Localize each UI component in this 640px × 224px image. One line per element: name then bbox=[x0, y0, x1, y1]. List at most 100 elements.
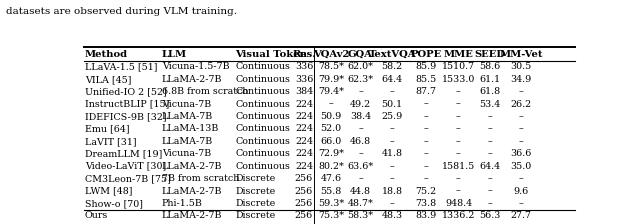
Text: 47.6: 47.6 bbox=[321, 174, 342, 183]
Text: 1581.5: 1581.5 bbox=[442, 162, 475, 171]
Text: 25.9: 25.9 bbox=[381, 112, 403, 121]
Text: –: – bbox=[390, 162, 395, 171]
Text: 48.7*: 48.7* bbox=[348, 199, 373, 208]
Text: 63.6*: 63.6* bbox=[348, 162, 374, 171]
Text: 64.4: 64.4 bbox=[479, 162, 500, 171]
Text: 948.4: 948.4 bbox=[445, 199, 472, 208]
Text: 336: 336 bbox=[295, 62, 313, 71]
Text: 27.7: 27.7 bbox=[511, 211, 531, 220]
Text: –: – bbox=[518, 174, 524, 183]
Text: 34.9: 34.9 bbox=[510, 75, 532, 84]
Text: 38.4: 38.4 bbox=[350, 112, 371, 121]
Text: Show-o [70]: Show-o [70] bbox=[85, 199, 143, 208]
Text: Continuous: Continuous bbox=[236, 125, 290, 134]
Text: 75.2: 75.2 bbox=[415, 187, 436, 196]
Text: LWM [48]: LWM [48] bbox=[85, 187, 132, 196]
Text: Phi-1.5B: Phi-1.5B bbox=[162, 199, 203, 208]
Text: IDEFICS-9B [32]: IDEFICS-9B [32] bbox=[85, 112, 166, 121]
Text: 18.8: 18.8 bbox=[381, 187, 403, 196]
Text: 78.5*: 78.5* bbox=[318, 62, 344, 71]
Text: 7B from scratch: 7B from scratch bbox=[162, 174, 239, 183]
Text: 1533.0: 1533.0 bbox=[442, 75, 475, 84]
Text: Ours: Ours bbox=[85, 211, 108, 220]
Text: Video-LaViT [30]: Video-LaViT [30] bbox=[85, 162, 166, 171]
Text: –: – bbox=[390, 125, 395, 134]
Text: 79.9*: 79.9* bbox=[318, 75, 344, 84]
Text: LaVIT [31]: LaVIT [31] bbox=[85, 137, 136, 146]
Text: 58.2: 58.2 bbox=[381, 62, 403, 71]
Text: 73.8: 73.8 bbox=[415, 199, 436, 208]
Text: 50.1: 50.1 bbox=[381, 100, 403, 109]
Text: –: – bbox=[518, 112, 524, 121]
Text: Continuous: Continuous bbox=[236, 112, 290, 121]
Text: LLaMA-2-7B: LLaMA-2-7B bbox=[162, 162, 222, 171]
Text: 62.0*: 62.0* bbox=[348, 62, 374, 71]
Text: 224: 224 bbox=[295, 149, 313, 158]
Text: LLaMA-2-7B: LLaMA-2-7B bbox=[162, 211, 222, 220]
Text: Continuous: Continuous bbox=[236, 87, 290, 96]
Text: VILA [45]: VILA [45] bbox=[85, 75, 131, 84]
Text: LLaMA-7B: LLaMA-7B bbox=[162, 112, 213, 121]
Text: –: – bbox=[390, 137, 395, 146]
Text: Discrete: Discrete bbox=[236, 211, 275, 220]
Text: 35.0: 35.0 bbox=[510, 162, 532, 171]
Text: Continuous: Continuous bbox=[236, 62, 290, 71]
Text: –: – bbox=[518, 125, 524, 134]
Text: –: – bbox=[456, 187, 461, 196]
Text: 30.5: 30.5 bbox=[510, 62, 532, 71]
Text: –: – bbox=[487, 125, 492, 134]
Text: –: – bbox=[456, 87, 461, 96]
Text: LLaMA-2-7B: LLaMA-2-7B bbox=[162, 187, 222, 196]
Text: –: – bbox=[518, 87, 524, 96]
Text: 224: 224 bbox=[295, 162, 313, 171]
Text: 224: 224 bbox=[295, 100, 313, 109]
Text: 6.8B from scratch: 6.8B from scratch bbox=[162, 87, 248, 96]
Text: SEED: SEED bbox=[474, 50, 505, 59]
Text: LLM: LLM bbox=[162, 50, 187, 59]
Text: 48.3: 48.3 bbox=[381, 211, 403, 220]
Text: POPE: POPE bbox=[410, 50, 442, 59]
Text: –: – bbox=[518, 199, 524, 208]
Text: Discrete: Discrete bbox=[236, 187, 275, 196]
Text: –: – bbox=[424, 174, 428, 183]
Text: MME: MME bbox=[444, 50, 474, 59]
Text: –: – bbox=[456, 174, 461, 183]
Text: 36.6: 36.6 bbox=[510, 149, 532, 158]
Text: –: – bbox=[487, 187, 492, 196]
Text: LLaVA-1.5 [51]: LLaVA-1.5 [51] bbox=[85, 62, 157, 71]
Text: Continuous: Continuous bbox=[236, 75, 290, 84]
Text: –: – bbox=[456, 125, 461, 134]
Text: TextVQA: TextVQA bbox=[369, 50, 416, 59]
Text: 26.2: 26.2 bbox=[510, 100, 531, 109]
Text: 85.5: 85.5 bbox=[415, 75, 436, 84]
Text: –: – bbox=[358, 87, 363, 96]
Text: –: – bbox=[487, 137, 492, 146]
Text: 224: 224 bbox=[295, 137, 313, 146]
Text: 85.9: 85.9 bbox=[415, 62, 436, 71]
Text: –: – bbox=[487, 112, 492, 121]
Text: 58.6: 58.6 bbox=[479, 62, 500, 71]
Text: 1510.7: 1510.7 bbox=[442, 62, 475, 71]
Text: Continuous: Continuous bbox=[236, 137, 290, 146]
Text: 41.8: 41.8 bbox=[381, 149, 403, 158]
Text: 53.4: 53.4 bbox=[479, 100, 500, 109]
Text: –: – bbox=[487, 174, 492, 183]
Text: 62.3*: 62.3* bbox=[348, 75, 374, 84]
Text: Discrete: Discrete bbox=[236, 174, 275, 183]
Text: –: – bbox=[518, 137, 524, 146]
Text: LLaMA-13B: LLaMA-13B bbox=[162, 125, 220, 134]
Text: –: – bbox=[390, 87, 395, 96]
Text: 384: 384 bbox=[295, 87, 313, 96]
Text: –: – bbox=[456, 112, 461, 121]
Text: Vicuna-7B: Vicuna-7B bbox=[162, 100, 211, 109]
Text: –: – bbox=[358, 149, 363, 158]
Text: Visual Token: Visual Token bbox=[236, 50, 307, 59]
Text: GQA: GQA bbox=[348, 50, 373, 59]
Text: 44.8: 44.8 bbox=[350, 187, 371, 196]
Text: 52.0: 52.0 bbox=[321, 125, 342, 134]
Text: –: – bbox=[424, 112, 428, 121]
Text: 58.3*: 58.3* bbox=[348, 211, 374, 220]
Text: MM-Vet: MM-Vet bbox=[499, 50, 543, 59]
Text: 61.1: 61.1 bbox=[479, 75, 500, 84]
Text: –: – bbox=[358, 125, 363, 134]
